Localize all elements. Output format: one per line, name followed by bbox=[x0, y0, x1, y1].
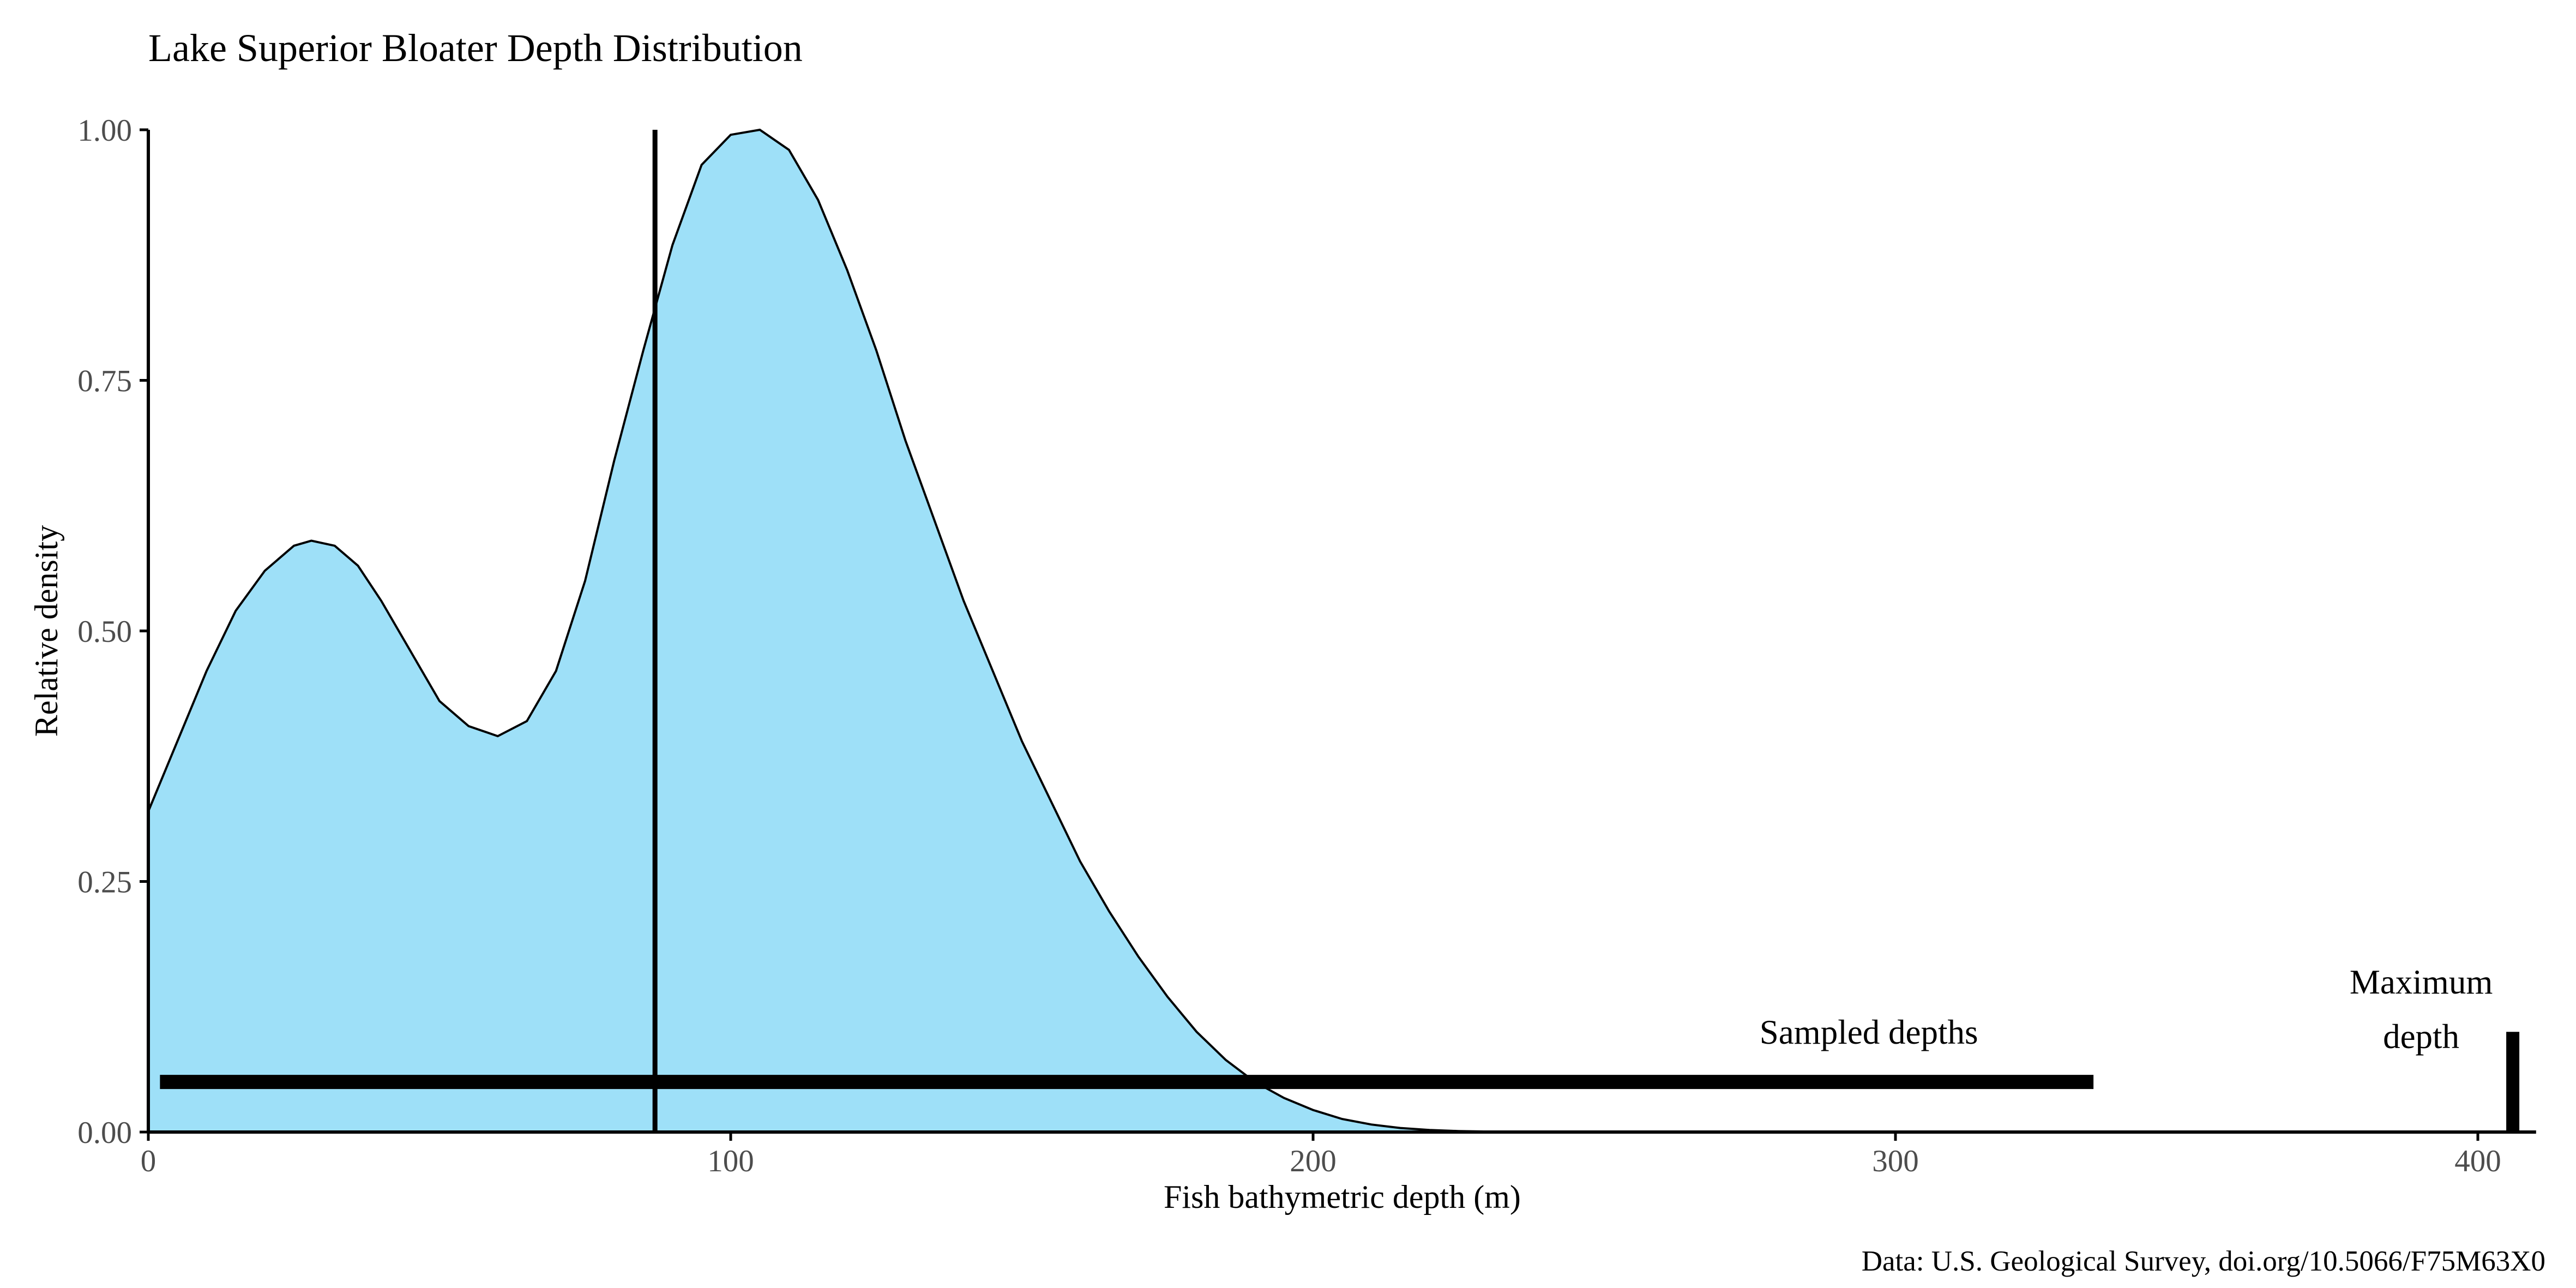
x-axis-ticks: 0 100 200 300 400 bbox=[141, 1132, 2501, 1178]
x-tick-label: 400 bbox=[2454, 1144, 2501, 1178]
y-tick-label: 0.75 bbox=[77, 364, 132, 399]
maximum-depth-label-line2: depth bbox=[2383, 1018, 2459, 1056]
density-area bbox=[148, 130, 1604, 1132]
maximum-depth-label-line1: Maximum bbox=[2350, 963, 2493, 1001]
sampled-depths-label: Sampled depths bbox=[1760, 1013, 1978, 1051]
y-tick-label: 1.00 bbox=[77, 113, 132, 148]
y-axis-ticks: 0.00 0.25 0.50 0.75 1.00 bbox=[77, 113, 148, 1150]
x-axis-title: Fish bathymetric depth (m) bbox=[1164, 1179, 1521, 1215]
data-source-caption: Data: U.S. Geological Survey, doi.org/10… bbox=[1862, 1245, 2545, 1277]
x-tick-label: 300 bbox=[1872, 1144, 1919, 1178]
y-tick-label: 0.00 bbox=[77, 1116, 132, 1150]
density-line bbox=[147, 128, 1605, 1133]
x-tick-label: 100 bbox=[707, 1144, 754, 1178]
x-tick-label: 0 bbox=[141, 1144, 157, 1178]
x-tick-label: 200 bbox=[1290, 1144, 1337, 1178]
y-tick-label: 0.25 bbox=[77, 865, 132, 900]
plot-area bbox=[147, 128, 2520, 1133]
y-tick-label: 0.50 bbox=[77, 615, 132, 649]
chart-title: Lake Superior Bloater Depth Distribution bbox=[148, 26, 803, 70]
y-axis-title: Relative density bbox=[28, 525, 64, 737]
